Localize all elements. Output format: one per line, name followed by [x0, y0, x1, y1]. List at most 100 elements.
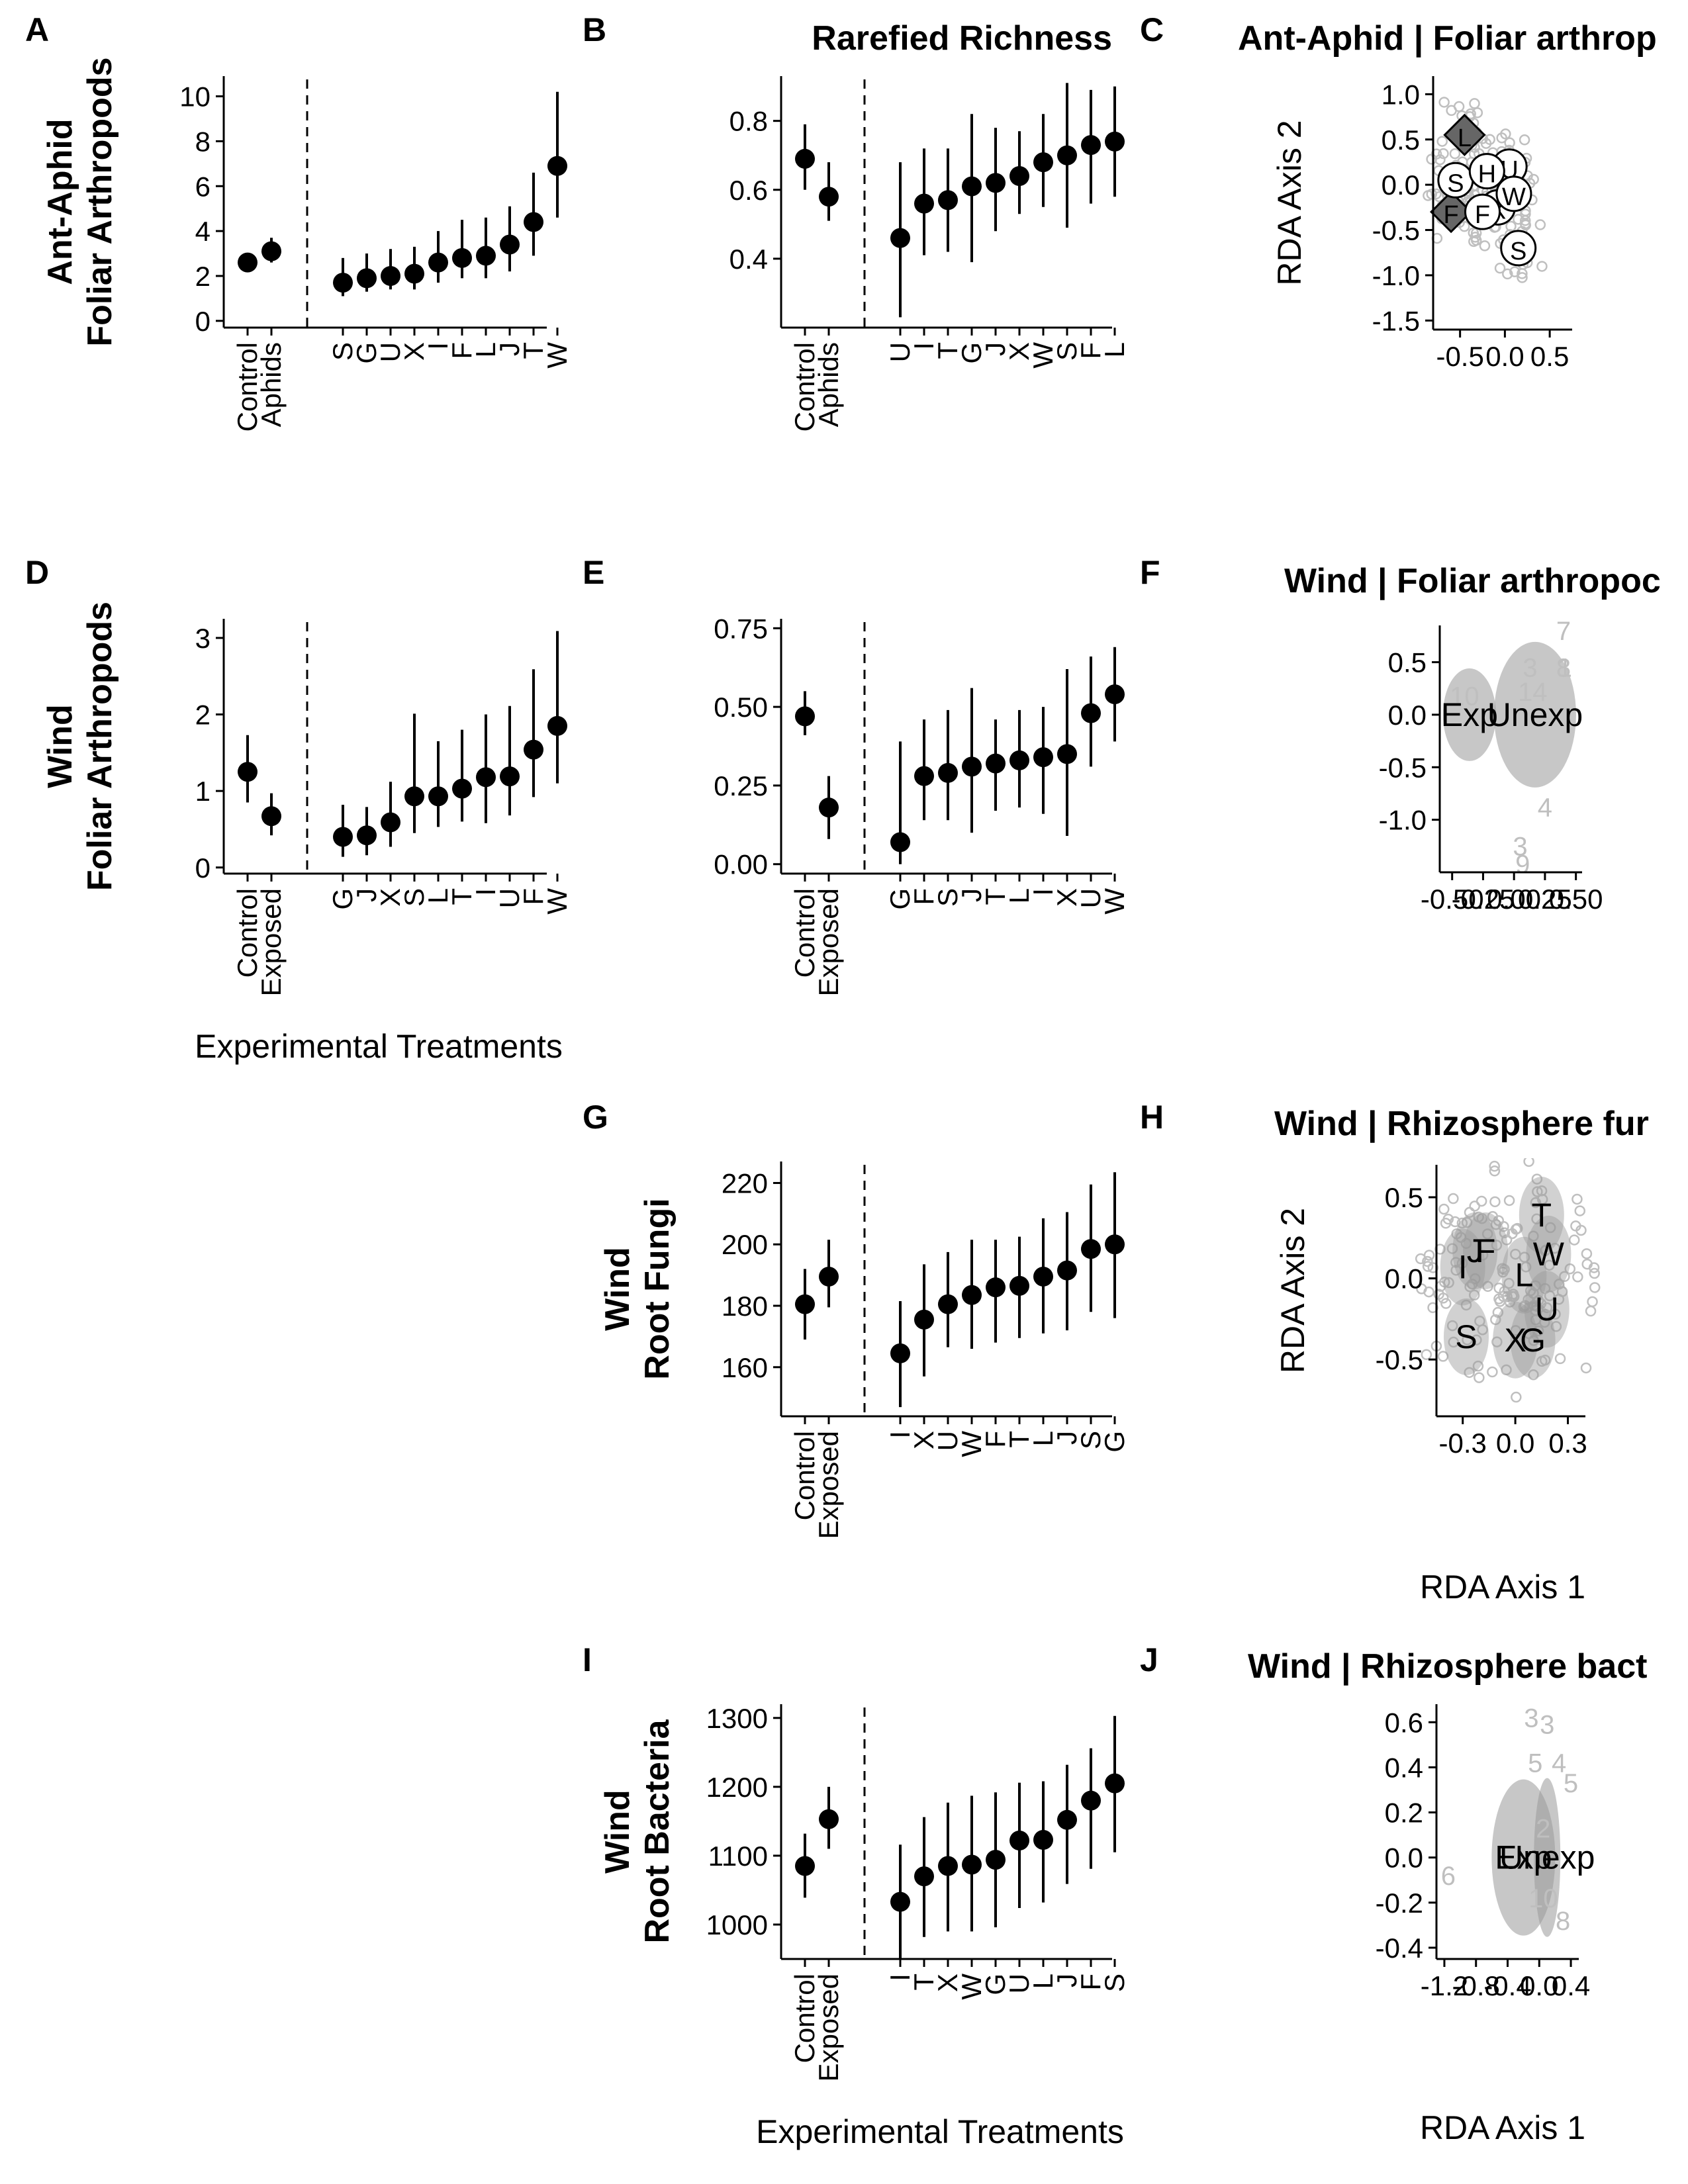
- x-tick-label: Control: [232, 888, 263, 978]
- sample-point: [1464, 1206, 1476, 1218]
- x-tick-label: I: [1027, 888, 1058, 896]
- sample-label: 14: [1518, 678, 1548, 707]
- x-tick-label: J: [494, 342, 525, 356]
- sample-point: [1442, 1213, 1454, 1225]
- data-point: [238, 252, 258, 273]
- x-axis-label: Experimental Treatments: [756, 2113, 1124, 2150]
- panel-letter-h: H: [1140, 1099, 1164, 1136]
- data-point: [1057, 1809, 1077, 1830]
- data-point: [428, 786, 448, 807]
- x-tick-label: J: [351, 888, 382, 902]
- data-point: [986, 173, 1006, 193]
- sample-point: [1554, 1353, 1566, 1365]
- x-tick-label: T: [518, 342, 549, 359]
- group-ellipse: [1534, 1778, 1561, 1937]
- x-tick-label: W: [956, 1431, 987, 1457]
- panel-j: 3 35 4526108ExpUnexp-0.4-0.20.00.20.40.6-1…: [1248, 1647, 1647, 2146]
- data-point: [1081, 135, 1101, 156]
- centroid-label: S: [1510, 238, 1526, 265]
- x-tick-label: -0.3: [1439, 1428, 1487, 1459]
- sample-point: [1519, 1300, 1531, 1311]
- x-tick-label: I: [884, 1974, 915, 1981]
- sample-label: 4: [1552, 1749, 1566, 1778]
- data-point: [261, 806, 281, 827]
- data-point: [1057, 1260, 1077, 1281]
- data-point: [357, 268, 377, 289]
- sample-label: 6: [1441, 1862, 1456, 1891]
- x-tick-label: S: [932, 888, 963, 907]
- y-tick-label: 0: [195, 306, 211, 337]
- y-tick-label: 1200: [706, 1772, 768, 1803]
- y-axis-label: WindFoliar Arthropods: [41, 602, 119, 891]
- x-tick-label: L: [1099, 342, 1130, 357]
- sample-point: [1499, 1227, 1511, 1238]
- sample-label: 3: [1524, 1704, 1538, 1733]
- y-tick-label: 1: [195, 776, 211, 807]
- sample-point: [1482, 1281, 1493, 1293]
- x-tick-label: -0.25: [1452, 884, 1515, 915]
- y-tick-label: 1000: [706, 1909, 768, 1940]
- y-axis-label-line: Root Bacteria: [638, 1719, 677, 1943]
- sample-point: [1468, 227, 1479, 239]
- y-tick-label: 0.00: [714, 849, 768, 880]
- sample-point: [1436, 136, 1448, 147]
- y-tick-label: -0.5: [1379, 752, 1427, 783]
- sample-point: [1476, 1195, 1487, 1207]
- x-tick-label: U: [494, 888, 525, 908]
- x-tick-label: G: [1099, 1431, 1130, 1453]
- centroid-marker: [1495, 175, 1532, 212]
- x-tick-label: G: [980, 1974, 1011, 1995]
- data-point: [890, 832, 910, 852]
- y-tick-label: -0.5: [1372, 215, 1420, 246]
- x-tick-label: G: [327, 888, 358, 910]
- x-tick-label: -0.5: [1436, 341, 1483, 372]
- sample-point: [1530, 1304, 1541, 1316]
- x-tick-label: -0.4: [1483, 1970, 1531, 2001]
- sample-point: [1491, 1336, 1503, 1347]
- x-tick-label: S: [1075, 1431, 1106, 1449]
- y-tick-label: -1.0: [1379, 805, 1427, 836]
- sample-point: [1490, 1314, 1501, 1326]
- sample-point: [1532, 1325, 1544, 1337]
- panel-letters: A B C D E F G H I J: [25, 11, 1164, 1678]
- sample-point: [1539, 1283, 1551, 1295]
- sample-point: [1502, 268, 1513, 280]
- sample-point: [1569, 1234, 1580, 1246]
- y-tick-label: 0.2: [1385, 1797, 1423, 1829]
- sample-point: [1503, 1195, 1515, 1206]
- data-point: [1105, 1773, 1125, 1794]
- y-tick-label: 6: [195, 171, 211, 202]
- sample-point: [1501, 1364, 1512, 1376]
- sample-point: [1489, 1165, 1501, 1177]
- data-point: [333, 827, 353, 847]
- y-tick-label: 0.4: [1385, 1752, 1423, 1783]
- panel-letter-b: B: [583, 11, 606, 48]
- y-axis-label-line: Foliar Arthropods: [81, 602, 119, 891]
- centroid-label: F: [1475, 201, 1490, 229]
- sample-label: 5: [1528, 1749, 1542, 1778]
- sample-point: [1434, 1244, 1446, 1255]
- sample-label: 3: [1523, 653, 1537, 682]
- sample-point: [1446, 1243, 1458, 1254]
- x-tick-label: 0.50: [1549, 884, 1603, 915]
- sample-point: [1421, 1349, 1432, 1361]
- group-ellipse: [1444, 1298, 1489, 1375]
- sample-point: [1468, 1289, 1480, 1301]
- y-tick-label: 0.6: [729, 175, 768, 206]
- data-point: [428, 252, 448, 273]
- x-tick-label: Exposed: [813, 888, 844, 996]
- y-tick-label: 2: [195, 261, 211, 292]
- centroid-label: G: [1520, 1322, 1546, 1359]
- data-point: [986, 1850, 1006, 1870]
- y-tick-label: 1300: [706, 1703, 768, 1734]
- data-point: [1081, 703, 1101, 723]
- sample-point: [1489, 1196, 1501, 1208]
- x-axis-label: RDA Axis 1: [1420, 2109, 1585, 2146]
- data-point: [476, 246, 496, 266]
- x-tick-label: I: [470, 888, 501, 896]
- sample-point: [1528, 1230, 1539, 1242]
- sample-point: [1511, 1391, 1522, 1403]
